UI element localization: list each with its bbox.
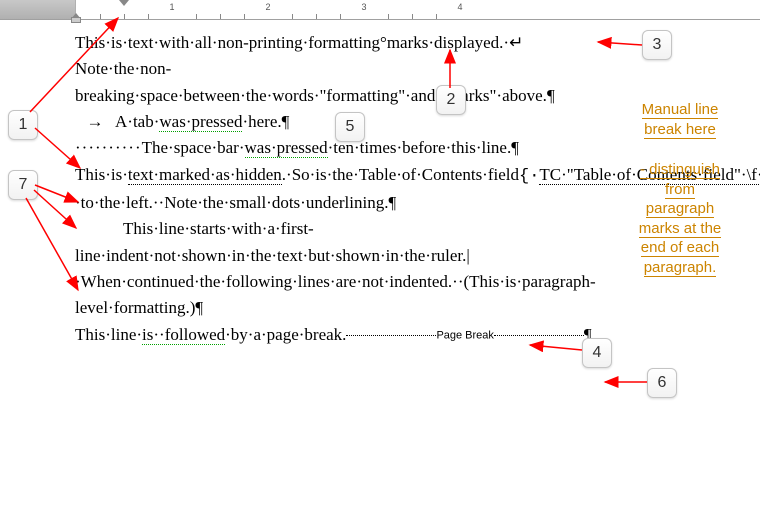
ruler-minor [148, 14, 149, 19]
paragraph-4: This·is·text·marked·as·hidden.·So·is·the… [75, 162, 600, 217]
ruler-tick-2: 2 [265, 2, 270, 12]
ruler-minor [196, 14, 197, 19]
spelling-underline: was·pressed [245, 138, 328, 158]
annotation-line: paragraph [646, 200, 714, 218]
annotation-line: from [665, 181, 695, 199]
pilcrow-mark: ¶ [547, 86, 555, 105]
hidden-text: text·marked·as·hidden [128, 165, 282, 185]
ruler-minor [244, 14, 245, 19]
first-line-indent-marker[interactable] [119, 0, 129, 6]
ruler-minor [316, 14, 317, 19]
ruler-tick-1: 1 [169, 2, 174, 12]
annotation-line: marks at the [639, 220, 722, 238]
ruler-scale: 1 2 3 4 [75, 0, 760, 19]
callout-3: 3 [642, 30, 672, 60]
ruler: 1 2 3 4 [0, 0, 760, 20]
callout-2: 2 [436, 85, 466, 115]
callout-5: 5 [335, 112, 365, 142]
callout-4: 4 [582, 338, 612, 368]
ruler-tick-4: 4 [457, 2, 462, 12]
ruler-minor [436, 14, 437, 19]
text: This·is· [75, 165, 128, 184]
ruler-minor [388, 14, 389, 19]
hanging-indent-marker[interactable] [71, 17, 81, 23]
nbsp-mark: ° [380, 33, 387, 52]
ruler-minor [292, 14, 293, 19]
ruler-margin [0, 0, 75, 19]
text: marks·displayed.· [387, 33, 509, 52]
paragraph-5: This·line·starts·with·a·first-line·inden… [75, 216, 600, 321]
annotation-line: - distinguish [640, 161, 720, 179]
page-break-line [346, 335, 436, 336]
ruler-minor [412, 14, 413, 19]
page-break-label: Page Break [436, 329, 493, 341]
ruler-minor [100, 14, 101, 19]
text: This·line·starts·with·a·first-line·inden… [75, 219, 596, 317]
annotation-distinguish: - distinguish from paragraph marks at th… [610, 160, 750, 277]
paragraph-6: This·line·is··followed·by·a·page·break. P… [75, 322, 600, 348]
pilcrow-mark: ¶ [388, 193, 396, 212]
annotation-line: paragraph. [644, 259, 717, 277]
pilcrow-mark: ¶ [511, 138, 519, 157]
text: This·line· [75, 325, 142, 344]
text: The·space·bar· [142, 138, 245, 157]
callout-6: 6 [647, 368, 677, 398]
page-break-line [494, 335, 584, 336]
annotation-line: end of each [641, 239, 719, 257]
text: This·is·text·with·all·non-printing·forma… [75, 33, 380, 52]
field-brace: {· [519, 167, 539, 186]
text: ·to·the·left.··Note·the·small·dots·under… [75, 193, 388, 212]
paragraph-1: This·is·text·with·all·non-printing·forma… [75, 30, 600, 109]
annotation-manual-line-break: Manual line break here [610, 100, 750, 139]
text: A·tab· [115, 112, 159, 131]
callout-1: 1 [8, 110, 38, 140]
ruler-minor [220, 14, 221, 19]
spelling-underline: is··followed [142, 325, 225, 345]
annotation-line: break here [644, 121, 716, 139]
text: ·by·a·page·break. [225, 325, 346, 344]
text: Note·the·non-breaking·space·between·the·… [75, 59, 547, 104]
ruler-minor [124, 14, 125, 19]
callout-7: 7 [8, 170, 38, 200]
annotation-line: Manual line [642, 101, 719, 119]
ruler-tick-3: 3 [361, 2, 366, 12]
spelling-underline: was·pressed [159, 112, 242, 132]
ruler-minor [340, 14, 341, 19]
space-dots: ·········· [75, 138, 142, 157]
text: ·here. [242, 112, 281, 131]
pilcrow-mark: ¶ [195, 298, 203, 317]
tab-mark: → [75, 109, 115, 135]
pilcrow-mark: ¶ [282, 112, 290, 131]
line-break-mark: ↵ [509, 33, 523, 52]
text: .·So·is·the·Table·of·Contents·field [282, 165, 519, 184]
document-body[interactable]: This·is·text·with·all·non-printing·forma… [75, 30, 600, 348]
